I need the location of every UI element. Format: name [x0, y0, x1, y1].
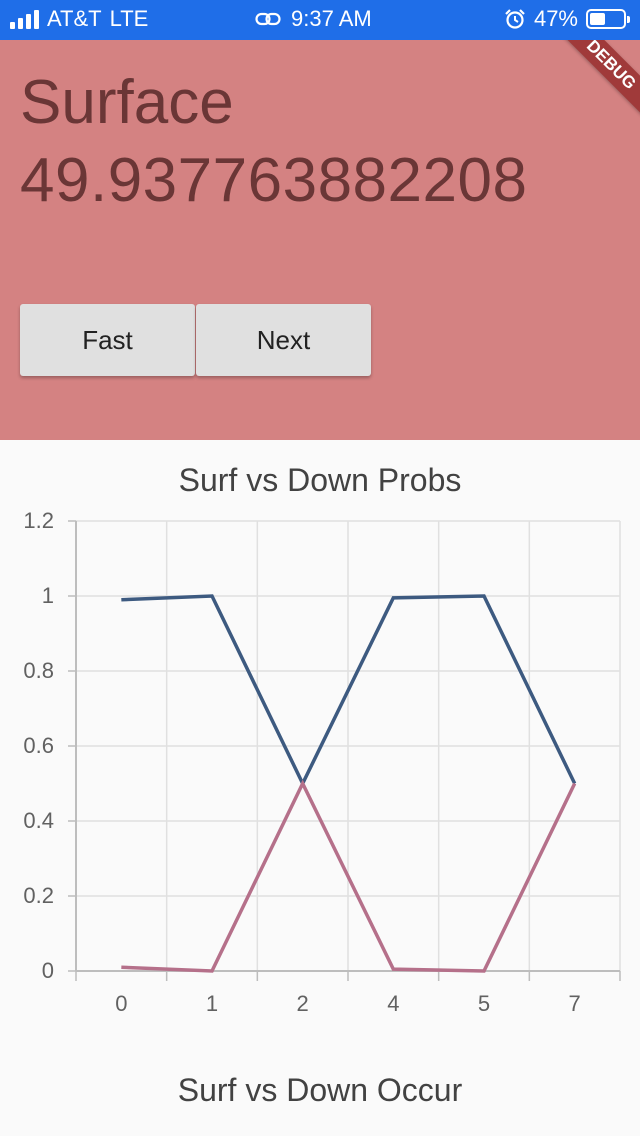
x-tick-label: 4 [387, 991, 399, 1016]
carrier-label: AT&T [47, 6, 102, 31]
y-tick-label: 0.2 [23, 883, 54, 908]
second-chart-title: Surf vs Down Occur [177, 1072, 463, 1108]
signal-icon [10, 9, 39, 29]
y-tick-label: 0.8 [23, 658, 54, 683]
status-bar: AT&T LTE 9:37 AM 47% [0, 0, 640, 40]
y-tick-label: 1 [42, 583, 54, 608]
surface-value: 49.937763882208 [20, 146, 528, 215]
alarm-icon [505, 9, 525, 29]
x-tick-label: 1 [206, 991, 218, 1016]
line-chart: 0 0.2 0.4 0.6 0.8 1 1.2 0 1 2 4 5 7 [23, 508, 621, 1016]
battery-percent: 47% [533, 6, 578, 31]
series-2-line [121, 779, 577, 973]
chart-title: Surf vs Down Probs [178, 462, 462, 498]
x-tick-label: 7 [569, 991, 581, 1016]
link-icon [255, 12, 281, 26]
y-tick-label: 0 [42, 958, 54, 983]
series-1-line [121, 594, 577, 788]
header-panel: Surface 49.937763882208 Fast Next DEBUG [0, 40, 640, 440]
status-center: 9:37 AM [255, 6, 372, 32]
battery-icon [586, 9, 630, 29]
fast-button[interactable]: Fast [20, 304, 195, 376]
y-tick-label: 0.6 [23, 733, 54, 758]
y-tick-label: 0.4 [23, 808, 54, 833]
x-tick-label: 5 [478, 991, 490, 1016]
debug-banner: DEBUG [548, 40, 640, 128]
y-tick-label: 1.2 [23, 508, 54, 533]
clock-time: 9:37 AM [291, 6, 372, 31]
status-left: AT&T LTE [10, 6, 148, 32]
surface-title: Surface [20, 68, 234, 137]
x-tick-label: 2 [297, 991, 309, 1016]
next-button[interactable]: Next [196, 304, 371, 376]
network-label: LTE [109, 6, 149, 31]
status-right: 47% [504, 6, 630, 32]
x-tick-label: 0 [115, 991, 127, 1016]
